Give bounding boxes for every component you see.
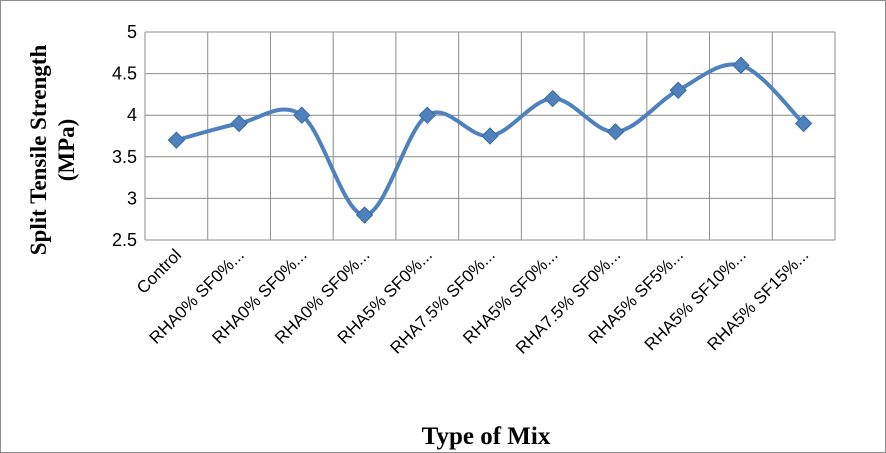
x-category-label: RHA7.5% SF0%... [512,245,624,357]
y-tick-label: 3 [127,188,137,208]
data-point-marker [794,114,813,133]
y-tick-label: 2.5 [112,230,137,250]
data-point-marker [230,114,248,133]
y-tick-label: 4 [127,105,137,125]
y-tick-label: 5 [127,22,137,42]
data-point-marker [544,89,562,108]
data-point-marker [418,106,436,124]
y-axis-label-line-2: (MPa) [54,119,79,182]
data-point-marker [167,131,186,149]
y-axis-label-line-1: Split Tensile Strength [26,45,51,256]
gridlines [144,31,836,241]
y-tick-labels: 2.5 3 3.5 4 4.5 5 [112,22,137,250]
data-point-marker [293,106,311,124]
x-category-label: Control [133,245,185,297]
data-point-marker [732,56,750,74]
x-category-label: RHA7.5% SF0%... [387,245,499,357]
data-point-marker [481,127,499,145]
data-point-marker [606,123,625,141]
y-tick-label: 4.5 [112,64,137,84]
y-tick-label: 3.5 [112,147,137,167]
series-markers [167,56,813,224]
x-axis-label: Type of Mix [422,423,551,450]
data-point-marker [355,206,374,224]
data-point-marker [669,81,687,99]
